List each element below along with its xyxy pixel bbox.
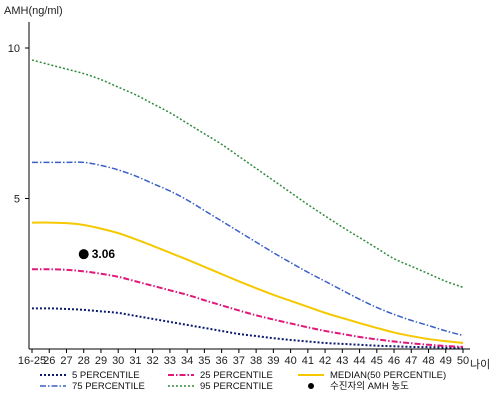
series-line-75-percentile [31,161,464,337]
x-tick-label: 35 [198,355,210,367]
x-tick-label: 45 [371,355,383,367]
x-tick-label: 36 [216,355,228,367]
legend-label: MEDIAN(50 PERCENTILE) [330,370,446,381]
x-tick-label: 49 [440,355,452,367]
series-line-median-50-percentile [31,221,464,344]
x-axis-title: 나이 [470,358,490,371]
x-tick-label: 37 [233,355,245,367]
x-tick-label: 50 [457,355,469,367]
x-tick-label: 16-25 [18,355,46,367]
series-line-95-percentile [31,59,464,289]
legend-marker-swatch [308,383,314,389]
y-axis-title: AMH(ng/ml) [4,5,63,17]
patient-marker: 3.06 [78,247,116,261]
x-tick-label: 43 [336,355,348,367]
y-tick-label: 5 [14,194,20,206]
legend-label: 5 PERCENTILE [72,370,140,381]
y-ticks: 10 5 [8,43,29,206]
x-tick-label: 33 [164,355,176,367]
legend-label: 95 PERCENTILE [200,381,273,392]
legend-label: 25 PERCENTILE [200,370,273,381]
x-tick-label: 46 [388,355,400,367]
x-tick-label: 44 [353,355,365,367]
series-line-25-percentile [31,268,464,348]
x-tick-label: 41 [302,355,314,367]
series-line-5-percentile [31,307,464,349]
x-tick-label: 26 [43,355,55,367]
legend: 5 PERCENTILE 25 PERCENTILE MEDIAN(50 PERCE… [40,370,446,392]
legend-label: 75 PERCENTILE [72,381,145,392]
x-tick-label: 39 [267,355,279,367]
x-tick-label: 30 [112,355,124,367]
x-tick-label: 47 [405,355,417,367]
series-lines [31,59,464,349]
x-tick-label: 29 [95,355,107,367]
y-tick-label: 10 [8,43,20,55]
x-tick-label: 31 [129,355,141,367]
legend-label: 수진자의 AMH 농도 [330,381,409,392]
x-tick-label: 28 [78,355,90,367]
patient-marker-label: 3.06 [92,247,116,261]
x-tick-label: 27 [60,355,72,367]
x-tick-label: 32 [147,355,159,367]
x-tick-label: 34 [181,355,193,367]
x-tick-label: 42 [319,355,331,367]
x-tick-label: 48 [422,355,434,367]
x-tick-label: 38 [250,355,262,367]
x-tick-label: 40 [284,355,296,367]
patient-marker-dot [78,249,89,260]
